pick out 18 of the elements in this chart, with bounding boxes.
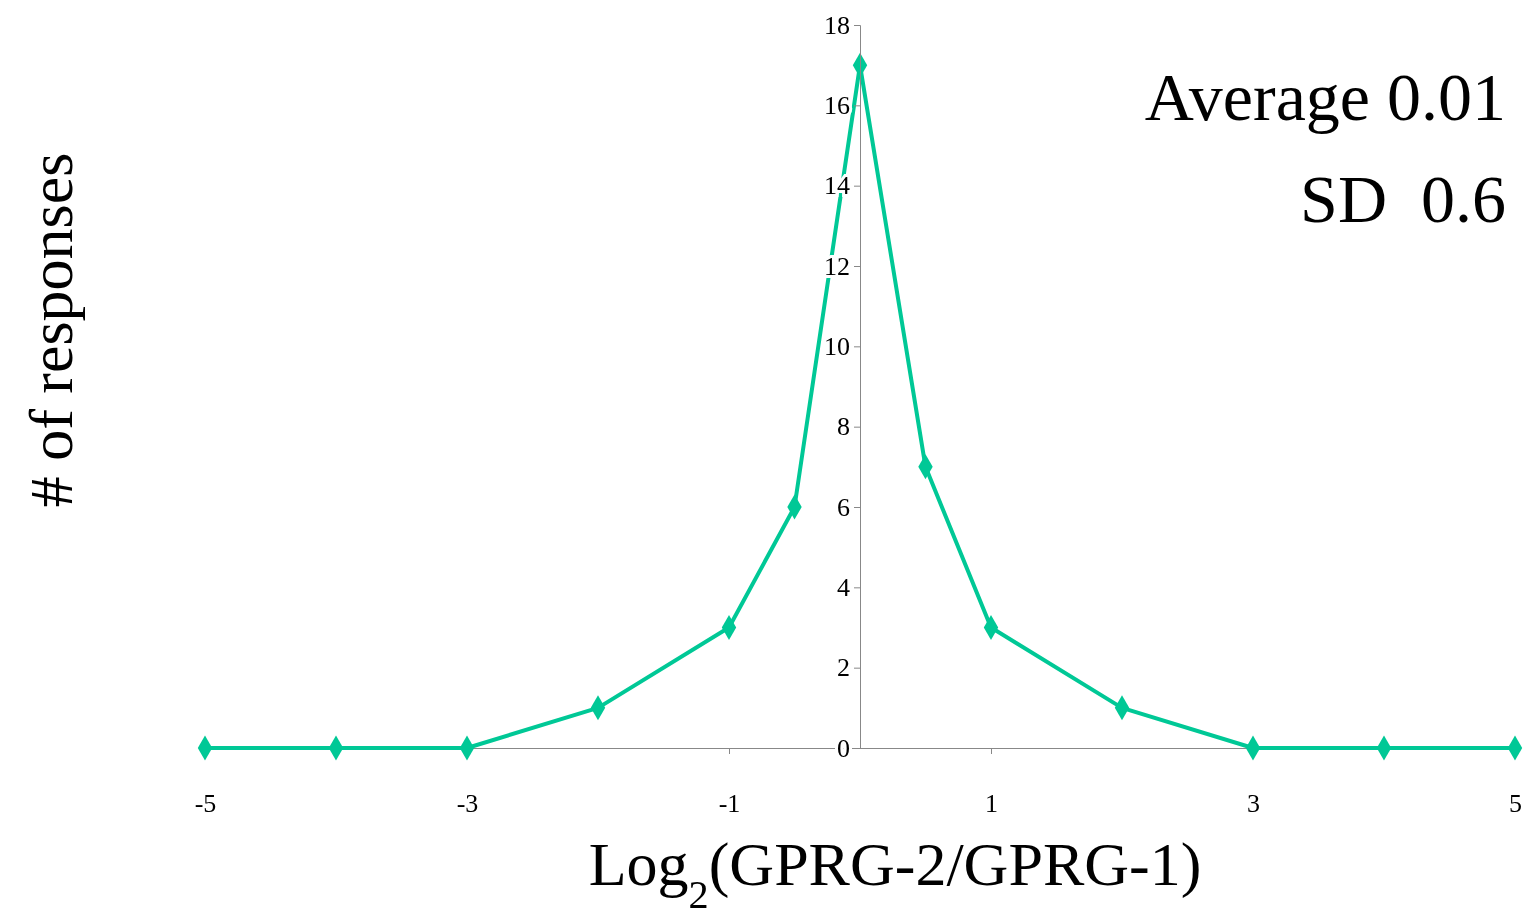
annotation: Average 0.01 <box>1144 59 1506 135</box>
y-axis-title: # of responses <box>17 152 85 508</box>
y-tick-label: 4 <box>837 573 850 603</box>
x-tick-label: -3 <box>456 789 479 819</box>
y-tick-label: 0 <box>837 733 850 763</box>
x-tick-label: 1 <box>985 789 998 819</box>
y-tick-label: 2 <box>837 653 850 683</box>
annotation: SD 0.6 <box>1300 161 1506 237</box>
x-tick-label: 5 <box>1509 789 1522 819</box>
x-tick-label: 3 <box>1247 789 1260 819</box>
y-tick-label: 6 <box>837 492 850 522</box>
y-tick-label: 10 <box>824 332 850 362</box>
x-axis-title: Log$_{2}$(GPRG-2/GPRG-1) <box>588 830 1202 917</box>
x-tick-label: -5 <box>194 789 217 819</box>
y-tick-label: 18 <box>824 10 850 40</box>
y-tick-label: 8 <box>837 412 850 442</box>
y-tick-label: 16 <box>824 91 850 121</box>
x-tick-label: -1 <box>718 789 741 819</box>
